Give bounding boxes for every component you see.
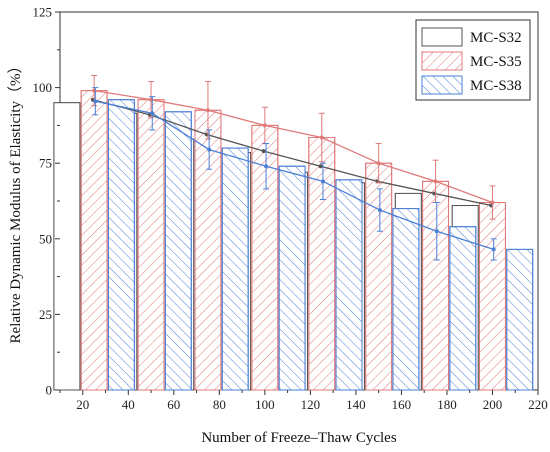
bar-mc-s35 xyxy=(308,136,336,391)
data-point xyxy=(319,135,324,140)
y-tick-label: 0 xyxy=(46,383,53,398)
legend-label: MC-S35 xyxy=(470,54,522,70)
y-tick-label: 75 xyxy=(39,156,52,171)
bar-mc-s38 xyxy=(221,147,249,391)
x-tick-label: 200 xyxy=(483,397,503,412)
data-point xyxy=(318,164,323,169)
data-point xyxy=(262,123,267,128)
y-tick-label: 50 xyxy=(39,231,52,246)
data-point xyxy=(264,164,269,169)
data-point xyxy=(490,200,495,205)
bar-mc-s32 xyxy=(53,102,81,391)
legend-swatch xyxy=(421,75,463,95)
data-point xyxy=(261,149,266,154)
bar-mc-s35 xyxy=(365,162,393,391)
data-point xyxy=(377,208,382,213)
x-tick-label: 100 xyxy=(255,397,275,412)
legend: MC-S32 MC-S35 MC-S38 xyxy=(415,19,531,101)
bar-mc-s38 xyxy=(506,248,534,391)
x-tick-label: 220 xyxy=(528,397,548,412)
x-tick-label: 60 xyxy=(167,397,180,412)
bar-mc-s38 xyxy=(278,165,306,391)
y-tick-label: 25 xyxy=(39,307,52,322)
legend-label: MC-S32 xyxy=(470,30,522,46)
bar-mc-s35 xyxy=(80,90,108,391)
bar-mc-s38 xyxy=(335,179,363,391)
data-point xyxy=(320,179,325,184)
trend-line-mc-s35 xyxy=(94,89,493,204)
data-point xyxy=(491,247,496,252)
bar-mc-s38 xyxy=(449,226,477,391)
x-tick-label: 180 xyxy=(437,397,457,412)
bar-mc-s38 xyxy=(392,208,420,391)
legend-swatch xyxy=(421,27,463,47)
x-axis-title: Number of Freeze–Thaw Cycles xyxy=(201,430,397,446)
bar-mc-s38 xyxy=(164,111,192,391)
bar-mc-s35 xyxy=(422,180,450,391)
y-tick-label: 125 xyxy=(33,5,53,20)
bar-mc-s35 xyxy=(194,109,222,391)
legend-label: MC-S38 xyxy=(470,78,522,94)
data-point xyxy=(205,108,210,113)
legend-swatch xyxy=(421,51,463,71)
x-tick-label: 160 xyxy=(392,397,412,412)
data-point xyxy=(207,147,212,152)
data-point xyxy=(434,229,439,234)
x-tick-label: 120 xyxy=(301,397,321,412)
data-point xyxy=(376,161,381,166)
trend-line-mc-s38 xyxy=(95,100,494,251)
data-point xyxy=(93,99,98,104)
x-tick-label: 40 xyxy=(122,397,135,412)
x-tick-label: 80 xyxy=(213,397,226,412)
y-tick-label: 100 xyxy=(33,80,53,95)
bar-mc-s35 xyxy=(479,202,506,391)
bar-mc-s35 xyxy=(137,99,165,391)
data-point xyxy=(150,111,155,116)
y-axis-title: Relative Dynamic Modulus of Elasticity（%… xyxy=(7,59,24,344)
bar-mc-s38 xyxy=(107,99,135,391)
data-point xyxy=(433,179,438,184)
x-tick-label: 140 xyxy=(346,397,366,412)
x-tick-label: 20 xyxy=(76,397,89,412)
